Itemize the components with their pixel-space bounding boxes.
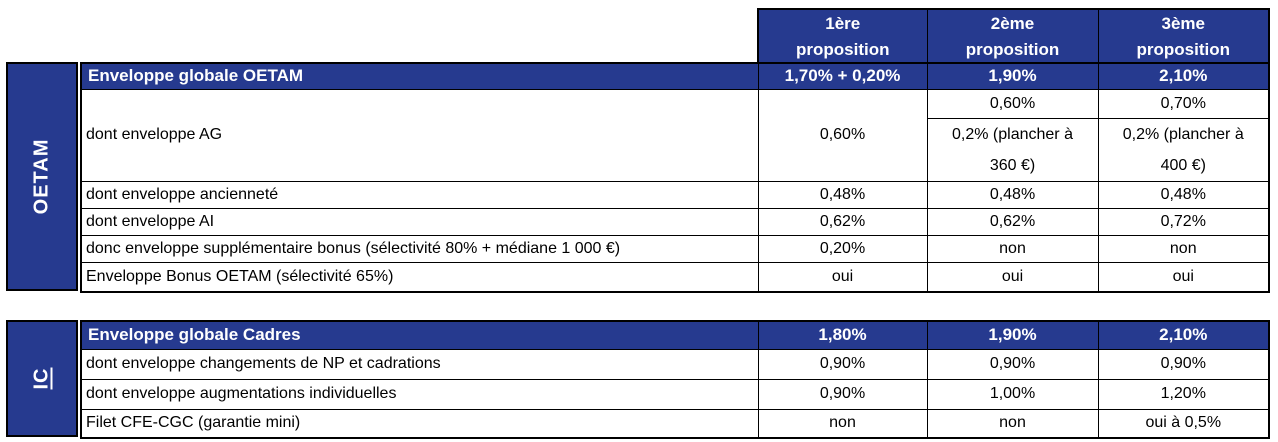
cell-ic-filet-p2: non	[926, 408, 1099, 439]
cell-oetam-ag-p3-top: 0,70%	[1097, 88, 1270, 119]
cell-ic-filet-p3: oui à 0,5%	[1097, 408, 1270, 439]
cell-oetam-global-p3: 2,10%	[1097, 62, 1270, 90]
label-enveloppe-globale-cadres: Enveloppe globale Cadres	[80, 320, 759, 350]
cell-ic-np-p3: 0,90%	[1097, 348, 1270, 380]
row-enveloppe-augmentations: dont enveloppe augmentations individuell…	[80, 378, 1270, 410]
cell-oetam-ag-p1: 0,60%	[757, 88, 928, 182]
cell-ic-augmentations-p3: 1,20%	[1097, 378, 1270, 410]
label-enveloppe-ai: dont enveloppe AI	[80, 207, 759, 236]
row-filet-cfe-cgc: Filet CFE-CGC (garantie mini) non non ou…	[80, 408, 1270, 439]
cell-oetam-global-p2: 1,90%	[926, 62, 1099, 90]
header-proposition-1: 1ère proposition	[757, 8, 928, 66]
row-enveloppe-np: dont enveloppe changements de NP et cadr…	[80, 348, 1270, 380]
table-oetam: Enveloppe globale OETAM 1,70% + 0,20% 1,…	[80, 62, 1270, 293]
row-enveloppe-bonus-oetam: Enveloppe Bonus OETAM (sélectivité 65%) …	[80, 261, 1270, 293]
cell-oetam-ag-p3-plancher: 0,2% (plancher à 400 €)	[1097, 117, 1270, 182]
cell-oetam-ai-p3: 0,72%	[1097, 207, 1270, 236]
cell-oetam-ag-p2-top: 0,60%	[926, 88, 1099, 119]
cell-oetam-bonus-p1: oui	[757, 261, 928, 293]
cell-oetam-bonus-p3: oui	[1097, 261, 1270, 293]
row-enveloppe-ag: dont enveloppe AG 0,60% 0,60% 0,70%	[80, 88, 1270, 182]
row-enveloppe-bonus-sup: donc enveloppe supplémentaire bonus (sél…	[80, 234, 1270, 263]
header-proposition-2: 2ème proposition	[926, 8, 1099, 66]
cell-oetam-bonus-sup-p3: non	[1097, 234, 1270, 263]
cell-oetam-anciennete-p2: 0,48%	[926, 180, 1099, 209]
proposition-header: 1ère proposition 2ème proposition 3ème p…	[757, 8, 1270, 66]
cell-oetam-anciennete-p1: 0,48%	[757, 180, 928, 209]
label-enveloppe-globale-oetam: Enveloppe globale OETAM	[80, 62, 759, 90]
cell-ic-global-p3: 2,10%	[1097, 320, 1270, 350]
label-enveloppe-bonus-sup: donc enveloppe supplémentaire bonus (sél…	[80, 234, 759, 263]
band-oetam: OETAM	[6, 62, 78, 291]
label-enveloppe-anciennete: dont enveloppe ancienneté	[80, 180, 759, 209]
label-filet-cfe-cgc: Filet CFE-CGC (garantie mini)	[80, 408, 759, 439]
label-enveloppe-augmentations: dont enveloppe augmentations individuell…	[80, 378, 759, 410]
band-oetam-label: OETAM	[30, 138, 53, 215]
cell-oetam-bonus-sup-p2: non	[926, 234, 1099, 263]
cell-ic-global-p1: 1,80%	[757, 320, 928, 350]
cell-ic-np-p2: 0,90%	[926, 348, 1099, 380]
cell-oetam-bonus-sup-p1: 0,20%	[757, 234, 928, 263]
row-enveloppe-globale-cadres: Enveloppe globale Cadres 1,80% 1,90% 2,1…	[80, 320, 1270, 350]
cell-oetam-global-p1: 1,70% + 0,20%	[757, 62, 928, 90]
row-enveloppe-ag-plancher: 0,2% (plancher à 360 €) 0,2% (plancher à…	[81, 117, 1270, 182]
cell-oetam-ai-p1: 0,62%	[757, 207, 928, 236]
cell-oetam-ai-p2: 0,62%	[926, 207, 1099, 236]
row-enveloppe-globale-oetam: Enveloppe globale OETAM 1,70% + 0,20% 1,…	[80, 62, 1270, 90]
cell-ic-augmentations-p2: 1,00%	[926, 378, 1099, 410]
table-ic: Enveloppe globale Cadres 1,80% 1,90% 2,1…	[80, 320, 1270, 439]
label-enveloppe-ag: dont enveloppe AG	[80, 88, 759, 182]
cell-ic-filet-p1: non	[757, 408, 928, 439]
header-proposition-3: 3ème proposition	[1097, 8, 1270, 66]
label-enveloppe-bonus-oetam: Enveloppe Bonus OETAM (sélectivité 65%)	[80, 261, 759, 293]
cell-ic-augmentations-p1: 0,90%	[757, 378, 928, 410]
label-enveloppe-np: dont enveloppe changements de NP et cadr…	[80, 348, 759, 380]
band-ic: IC	[6, 320, 78, 437]
cell-oetam-ag-p2-plancher: 0,2% (plancher à 360 €)	[926, 117, 1099, 182]
cell-oetam-anciennete-p3: 0,48%	[1097, 180, 1270, 209]
band-ic-label: IC	[30, 367, 53, 390]
cell-ic-global-p2: 1,90%	[926, 320, 1099, 350]
row-enveloppe-ai: dont enveloppe AI 0,62% 0,62% 0,72%	[80, 207, 1270, 236]
cell-oetam-bonus-p2: oui	[926, 261, 1099, 293]
row-enveloppe-anciennete: dont enveloppe ancienneté 0,48% 0,48% 0,…	[80, 180, 1270, 209]
cell-ic-np-p1: 0,90%	[757, 348, 928, 380]
